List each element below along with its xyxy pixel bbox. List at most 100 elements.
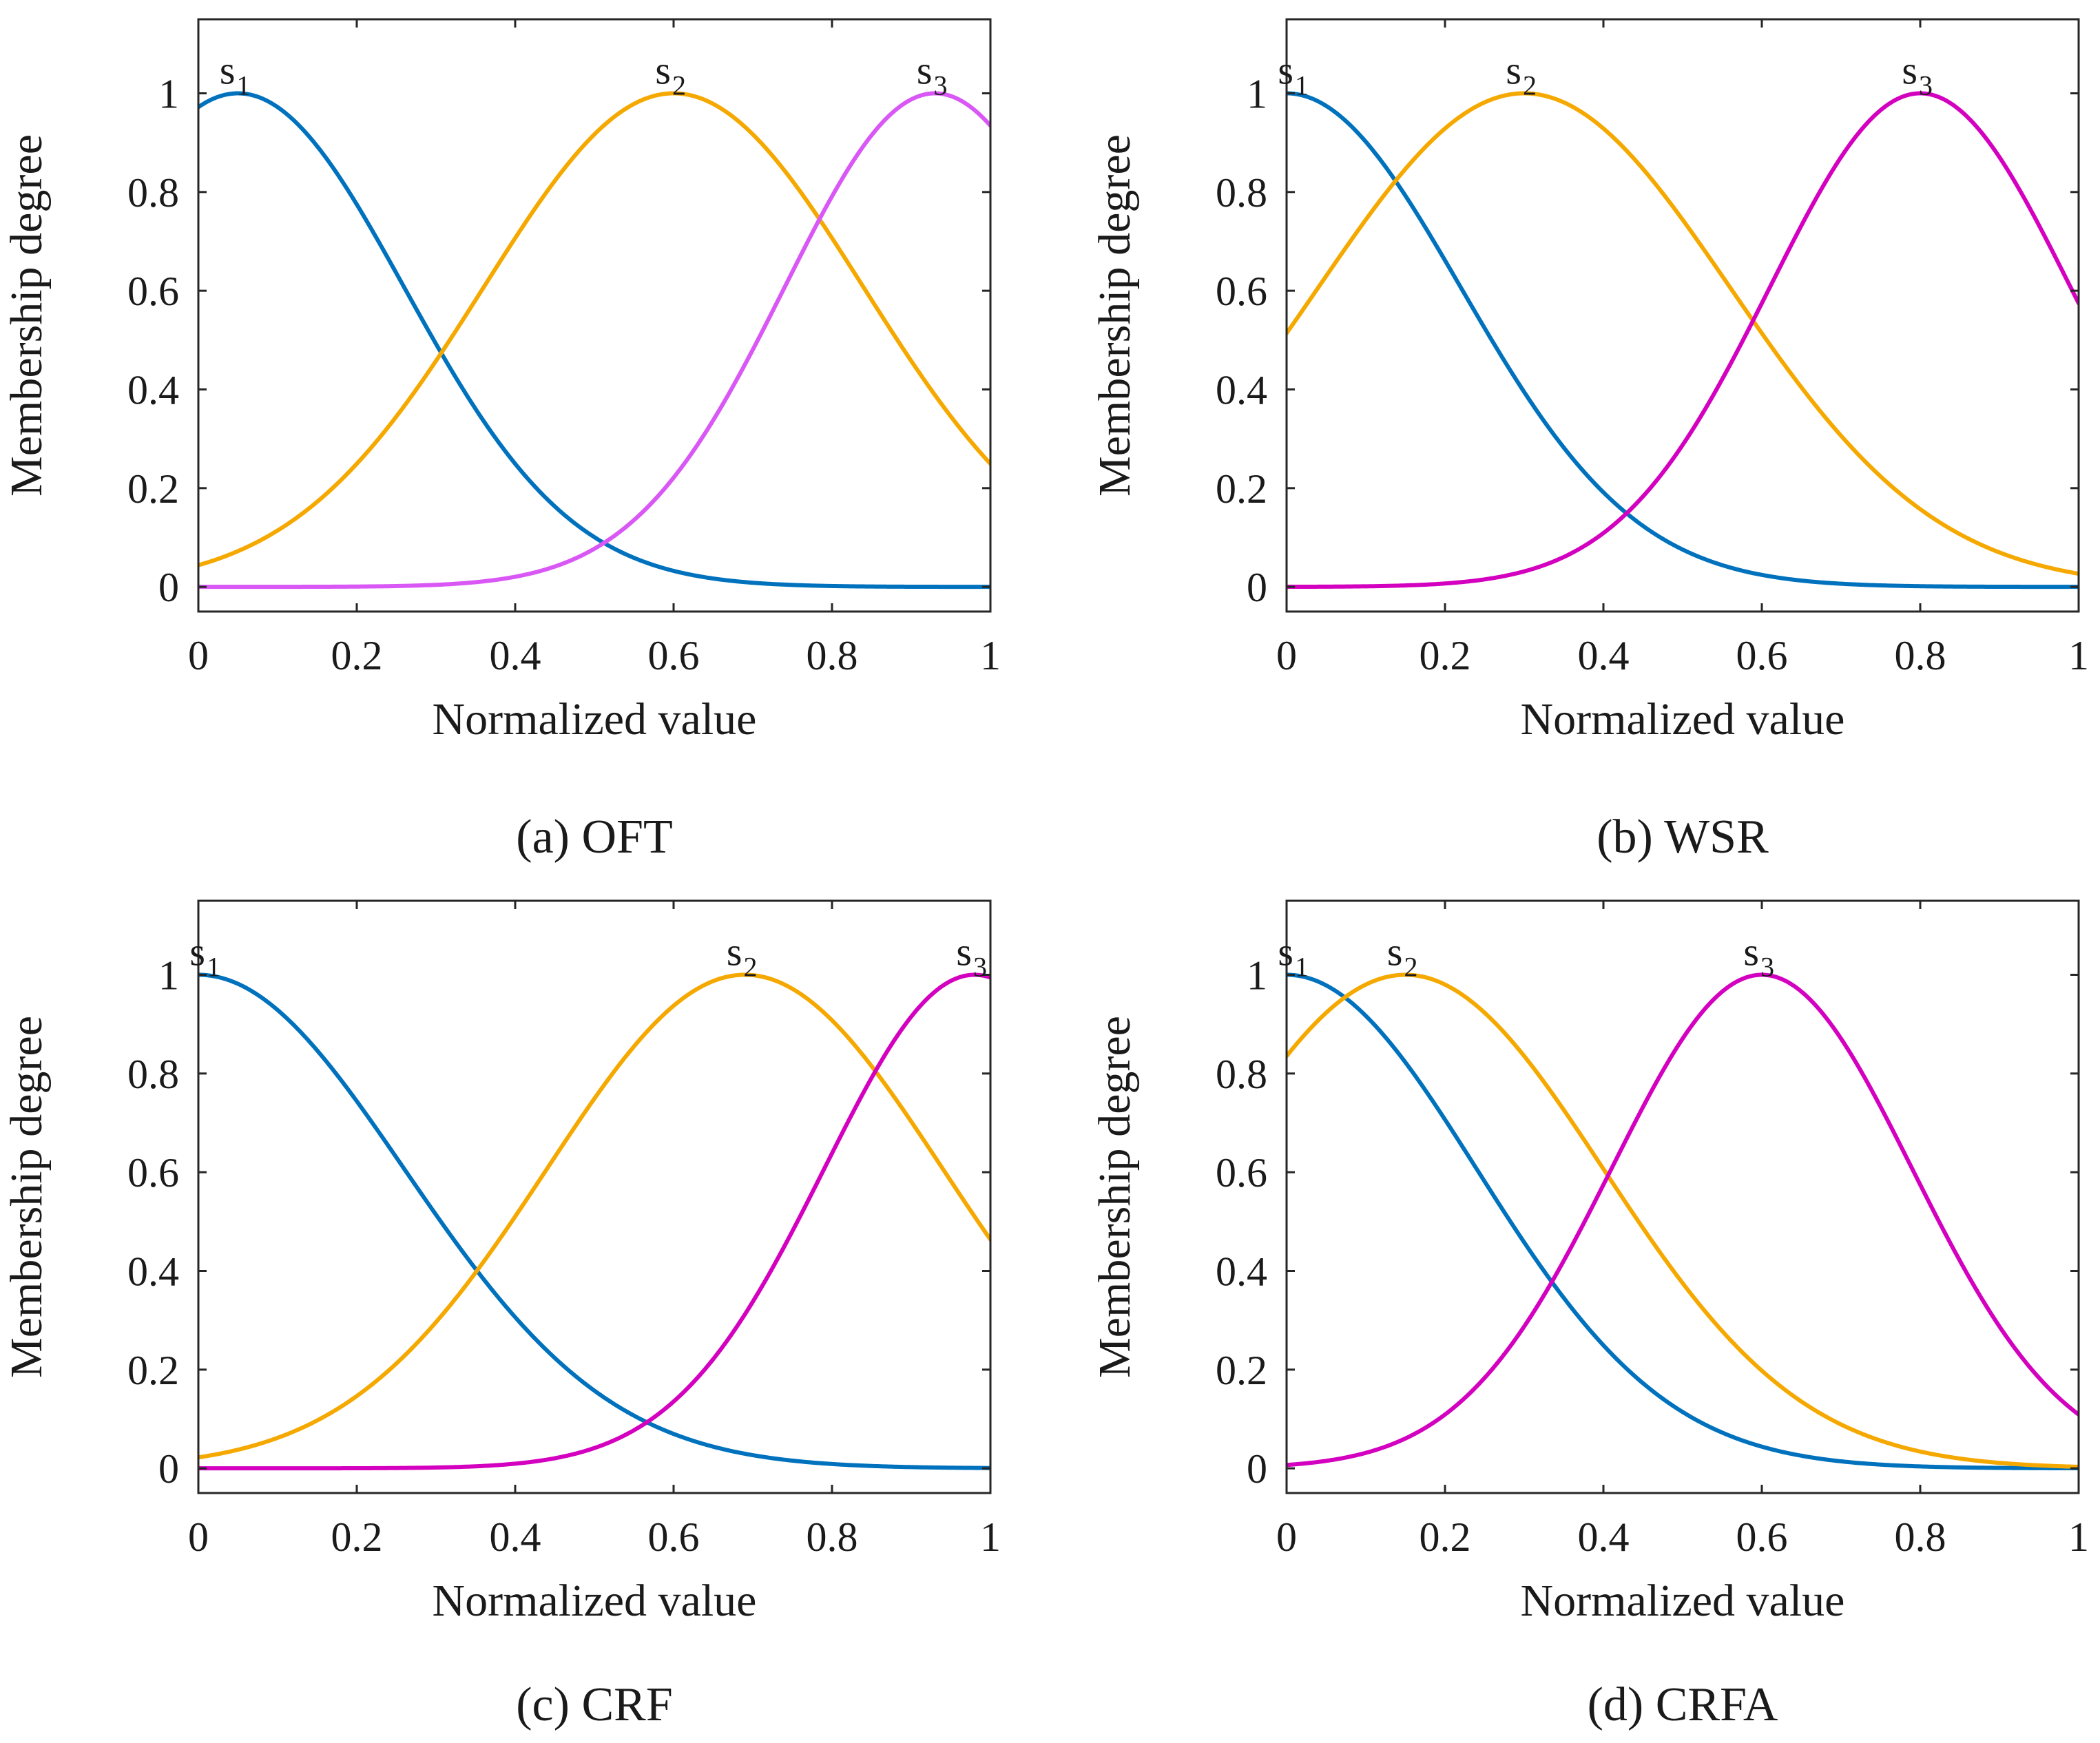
x-tick-label: 0.8: [807, 1514, 858, 1560]
y-axis-label: Membership degree: [1090, 1016, 1140, 1378]
y-tick-label: 1: [1247, 953, 1267, 999]
y-tick-label: 0.6: [127, 1150, 179, 1196]
plot-frame: [1285, 18, 2080, 613]
panel-caption: (b) WSR: [1597, 811, 1769, 864]
plot-frame: [1285, 899, 2080, 1494]
peak-label-subscript: 2: [1404, 952, 1418, 983]
peak-label-subscript: 1: [237, 70, 251, 101]
chart-panel-3: 0 0.2 0.4 0.6 0.8 1 0 0.2 0.4 0.6 0.8 1 Normalized v…: [1, 899, 1001, 1731]
series-line-s3: [1287, 972, 2079, 1468]
series-line-s1: [198, 91, 990, 589]
y-tick-label: 0.8: [1216, 1052, 1267, 1097]
peak-label-letter: s: [1387, 930, 1403, 974]
peak-label-letter: s: [189, 930, 205, 974]
y-tick-label: 0.6: [1216, 269, 1267, 314]
series-line-s1: [198, 972, 990, 1470]
peak-label-letter: s: [1506, 48, 1521, 93]
series-line-s3: [198, 91, 990, 589]
x-tick-label: 0.2: [331, 1514, 383, 1560]
panel-caption: (c) CRF: [516, 1678, 673, 1731]
x-tick-label: 0.8: [1895, 1514, 1946, 1560]
x-tick-label: 0.4: [1578, 633, 1630, 678]
y-axis-label: Membership degree: [1090, 134, 1140, 497]
y-tick-label: 0: [1247, 565, 1267, 610]
series-line-s2: [1287, 972, 2079, 1469]
peak-label-letter: s: [956, 930, 972, 974]
peak-label-letter: s: [1743, 930, 1759, 974]
y-tick-label: 0.6: [127, 269, 179, 314]
y-tick-label: 0: [158, 565, 179, 610]
y-tick-label: 0: [1247, 1446, 1267, 1492]
y-tick-label: 0.4: [127, 368, 179, 413]
peak-label-subscript: 1: [1295, 952, 1309, 983]
series-line-s2: [198, 91, 990, 567]
series-line-s2: [198, 972, 990, 1460]
series-line-s1: [1287, 972, 2079, 1471]
y-tick-label: 0.4: [127, 1249, 179, 1295]
y-axis-label: Membership degree: [1, 1016, 52, 1378]
series-line-s2: [1287, 91, 2079, 576]
x-tick-label: 0.2: [1420, 633, 1471, 678]
x-axis-label: Normalized value: [1521, 1576, 1845, 1626]
series-line-s3: [1287, 91, 2079, 589]
y-tick-label: 0.2: [127, 466, 179, 512]
x-tick-label: 0: [1276, 1514, 1297, 1560]
panel-caption: (a) OFT: [516, 811, 672, 864]
peak-label-subscript: 1: [1295, 70, 1309, 101]
x-tick-label: 0.2: [331, 633, 383, 678]
y-tick-label: 0.8: [127, 1052, 179, 1097]
x-tick-label: 0.6: [1736, 1514, 1788, 1560]
x-tick-label: 0.6: [648, 1514, 700, 1560]
peak-label-subscript: 3: [1760, 952, 1774, 983]
peak-label-letter: s: [1902, 48, 1917, 93]
x-tick-label: 0.2: [1420, 1514, 1471, 1560]
x-tick-label: 0.4: [490, 633, 541, 678]
chart-panel-1: 0 0.2 0.4 0.6 0.8 1 0 0.2 0.4 0.6 0.8 1 Normalized v…: [1, 18, 1001, 864]
x-axis-label: Normalized value: [1521, 694, 1845, 744]
plot-frame: [197, 18, 992, 613]
x-tick-label: 1: [2068, 633, 2089, 678]
y-tick-label: 0: [158, 1446, 179, 1492]
peak-label-letter: s: [1278, 930, 1293, 974]
x-tick-label: 0: [1276, 633, 1297, 678]
y-tick-label: 1: [158, 953, 179, 999]
series-line-s3: [198, 972, 990, 1471]
peak-label-letter: s: [917, 48, 933, 93]
x-tick-label: 0.6: [1736, 633, 1788, 678]
x-tick-label: 0.8: [1895, 633, 1946, 678]
plot-frame: [197, 899, 992, 1494]
x-tick-label: 0.8: [807, 633, 858, 678]
chart-panel-4: 0 0.2 0.4 0.6 0.8 1 0 0.2 0.4 0.6 0.8 1 Normalized v…: [1090, 899, 2089, 1731]
y-tick-label: 1: [1247, 72, 1267, 117]
x-axis-label: Normalized value: [433, 694, 757, 744]
peak-label-subscript: 2: [672, 70, 686, 101]
peak-label-letter: s: [220, 48, 236, 93]
x-tick-label: 0.4: [490, 1514, 541, 1560]
y-tick-label: 0.8: [1216, 170, 1267, 216]
x-tick-label: 0.4: [1578, 1514, 1630, 1560]
peak-label-subscript: 3: [973, 952, 987, 983]
y-tick-label: 0.6: [1216, 1150, 1267, 1196]
peak-label-letter: s: [655, 48, 671, 93]
series-line-s1: [1287, 91, 2079, 589]
x-tick-label: 1: [980, 633, 1001, 678]
y-tick-label: 0.8: [127, 170, 179, 216]
y-tick-label: 1: [158, 72, 179, 117]
panel-caption: (d) CRFA: [1588, 1678, 1778, 1731]
chart-panel-2: 0 0.2 0.4 0.6 0.8 1 0 0.2 0.4 0.6 0.8 1 Normalized v…: [1090, 18, 2089, 864]
x-tick-label: 0: [188, 633, 209, 678]
x-axis-label: Normalized value: [433, 1576, 757, 1626]
y-axis-label: Membership degree: [1, 134, 52, 497]
peak-label-subscript: 3: [1919, 70, 1933, 101]
